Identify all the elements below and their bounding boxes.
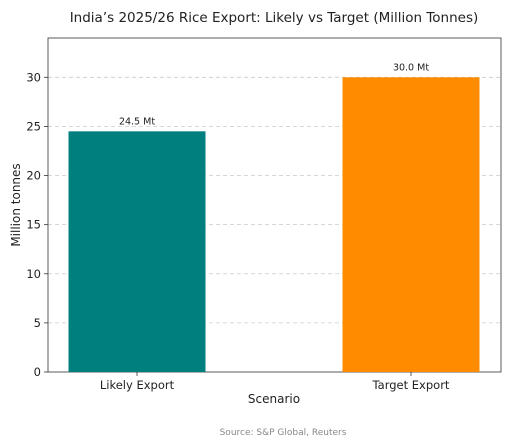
x-tick-label: Likely Export (100, 378, 175, 392)
y-tick-label: 10 (26, 267, 41, 281)
y-axis-label: Million tonnes (9, 163, 23, 246)
x-axis-label: Scenario (248, 392, 300, 406)
bar-likely-export (68, 131, 206, 372)
chart-title: India’s 2025/26 Rice Export: Likely vs T… (70, 10, 479, 26)
y-tick-label: 25 (26, 119, 41, 133)
x-tick-label: Target Export (372, 378, 450, 392)
x-axis-ticks: Likely Export Target Export (100, 372, 450, 392)
bars: 24.5 Mt 30.0 Mt (68, 62, 480, 372)
bar-data-label: 30.0 Mt (393, 62, 429, 73)
y-axis-ticks: 0 5 10 15 20 25 30 (26, 70, 48, 379)
y-tick-label: 30 (26, 70, 41, 84)
y-tick-label: 5 (34, 316, 41, 330)
y-tick-label: 15 (26, 218, 41, 232)
bar-target-export (342, 77, 480, 372)
y-tick-label: 20 (26, 169, 41, 183)
grid-lines (48, 76, 501, 324)
plot-frame (47, 37, 502, 373)
bar-data-label: 24.5 Mt (119, 116, 155, 127)
y-tick-label: 0 (34, 365, 41, 379)
source-note: Source: S&P Global, Reuters (220, 428, 347, 438)
